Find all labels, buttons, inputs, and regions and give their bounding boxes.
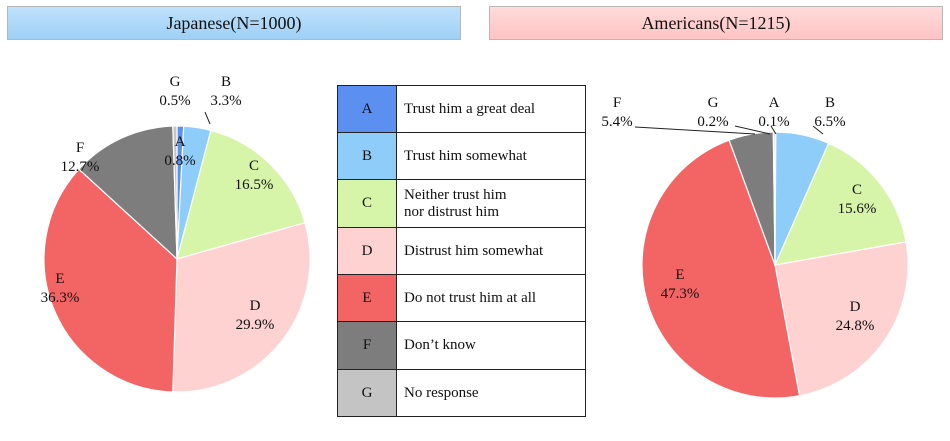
slice-code: G xyxy=(170,74,181,90)
legend-label: No response xyxy=(396,369,586,417)
pie-slice-e xyxy=(43,168,178,393)
slice-percent: 29.9% xyxy=(236,317,275,333)
legend-swatch: G xyxy=(337,369,397,417)
japanese-pie-chart: A 0.8% B 3.3% C 16.5% D 29.9% E 36.3% F 12.7% G 0.5% xyxy=(41,74,311,393)
pie-slice-g xyxy=(172,125,178,260)
slice-code: F xyxy=(613,95,621,111)
slice-percent: 47.3% xyxy=(661,286,700,302)
pie-slice-c xyxy=(773,142,907,266)
legend-row-g: G No response xyxy=(337,369,586,417)
americans-pie-chart: A 0.1% B 6.5% C 15.6% D 24.8% E 47.3% F 5.4% G 0.2% xyxy=(601,95,909,399)
slice-code: F xyxy=(76,140,84,156)
slice-code: A xyxy=(769,95,780,111)
slice-percent: 0.1% xyxy=(758,114,789,130)
pie-slice-c xyxy=(176,129,306,260)
slice-code: C xyxy=(249,158,259,174)
slice-percent: 3.3% xyxy=(210,93,241,109)
leader-line xyxy=(812,125,824,135)
data-label-e: E 36.3% xyxy=(41,271,80,306)
legend-swatch: B xyxy=(337,132,397,180)
legend-swatch: D xyxy=(337,227,397,275)
pie-slice-f xyxy=(78,125,178,261)
slice-percent: 24.8% xyxy=(836,318,875,334)
legend-row-d: D Distrust him somewhat xyxy=(337,227,586,275)
data-label-b: B 3.3% xyxy=(210,74,241,109)
americans-chart-title: Americans(N=1215) xyxy=(489,6,943,40)
slice-percent: 0.8% xyxy=(164,153,195,169)
legend-label: Distrust him somewhat xyxy=(396,227,586,275)
legend-row-b: B Trust him somewhat xyxy=(337,132,586,180)
slice-code: B xyxy=(825,95,835,111)
pie-slice-d xyxy=(172,221,311,393)
legend-label: Trust him a great deal xyxy=(396,85,586,133)
slice-percent: 15.6% xyxy=(838,201,877,217)
leader-line xyxy=(634,126,756,135)
slice-code: B xyxy=(221,74,231,90)
slice-percent: 16.5% xyxy=(235,177,274,193)
data-label-b: B 6.5% xyxy=(814,95,845,130)
pie-slice-d xyxy=(774,241,909,397)
legend-swatch: C xyxy=(337,179,397,228)
data-label-a: A 0.1% xyxy=(758,95,789,130)
legend-swatch: A xyxy=(337,85,397,133)
slice-code: C xyxy=(852,182,862,198)
data-label-c: C 15.6% xyxy=(838,182,877,217)
data-label-d: D 24.8% xyxy=(836,299,875,334)
slice-percent: 36.3% xyxy=(41,290,80,306)
leader-line xyxy=(770,125,777,135)
legend-label: Don’t know xyxy=(396,321,586,370)
legend-row-e: E Do not trust him at all xyxy=(337,274,586,322)
slice-percent: 12.7% xyxy=(61,159,100,175)
data-label-g: G 0.2% xyxy=(697,95,728,130)
slice-percent: 0.2% xyxy=(697,114,728,130)
slice-code: E xyxy=(55,271,64,287)
slice-percent: 6.5% xyxy=(814,114,845,130)
slice-percent: 0.5% xyxy=(159,93,190,109)
pie-slice-e xyxy=(641,139,801,399)
data-label-a: A 0.8% xyxy=(164,134,195,169)
legend-label: Do not trust him at all xyxy=(396,274,586,322)
slice-code: D xyxy=(250,298,261,314)
slice-code: G xyxy=(708,95,719,111)
data-label-f: F 5.4% xyxy=(601,95,632,130)
legend-label: Neither trust him nor distrust him xyxy=(396,179,586,228)
data-label-d: D 29.9% xyxy=(236,298,275,333)
legend-swatch: E xyxy=(337,274,397,322)
data-label-f: F 12.7% xyxy=(61,140,100,175)
legend: A Trust him a great deal B Trust him somewh… xyxy=(337,85,586,417)
leader-line xyxy=(204,111,211,125)
data-label-c: C 16.5% xyxy=(235,158,274,193)
slice-code: D xyxy=(850,299,861,315)
slice-code: A xyxy=(175,134,186,150)
slice-code: E xyxy=(675,267,684,283)
data-label-g: G 0.5% xyxy=(159,74,190,109)
leader-line xyxy=(734,125,771,135)
legend-row-a: A Trust him a great deal xyxy=(337,85,586,133)
japanese-chart-title: Japanese(N=1000) xyxy=(7,6,461,40)
legend-label: Trust him somewhat xyxy=(396,132,586,180)
legend-row-c: C Neither trust him nor distrust him xyxy=(337,179,586,228)
legend-row-f: F Don’t know xyxy=(337,321,586,370)
slice-percent: 5.4% xyxy=(601,114,632,130)
data-label-e: E 47.3% xyxy=(661,267,700,302)
legend-swatch: F xyxy=(337,321,397,370)
